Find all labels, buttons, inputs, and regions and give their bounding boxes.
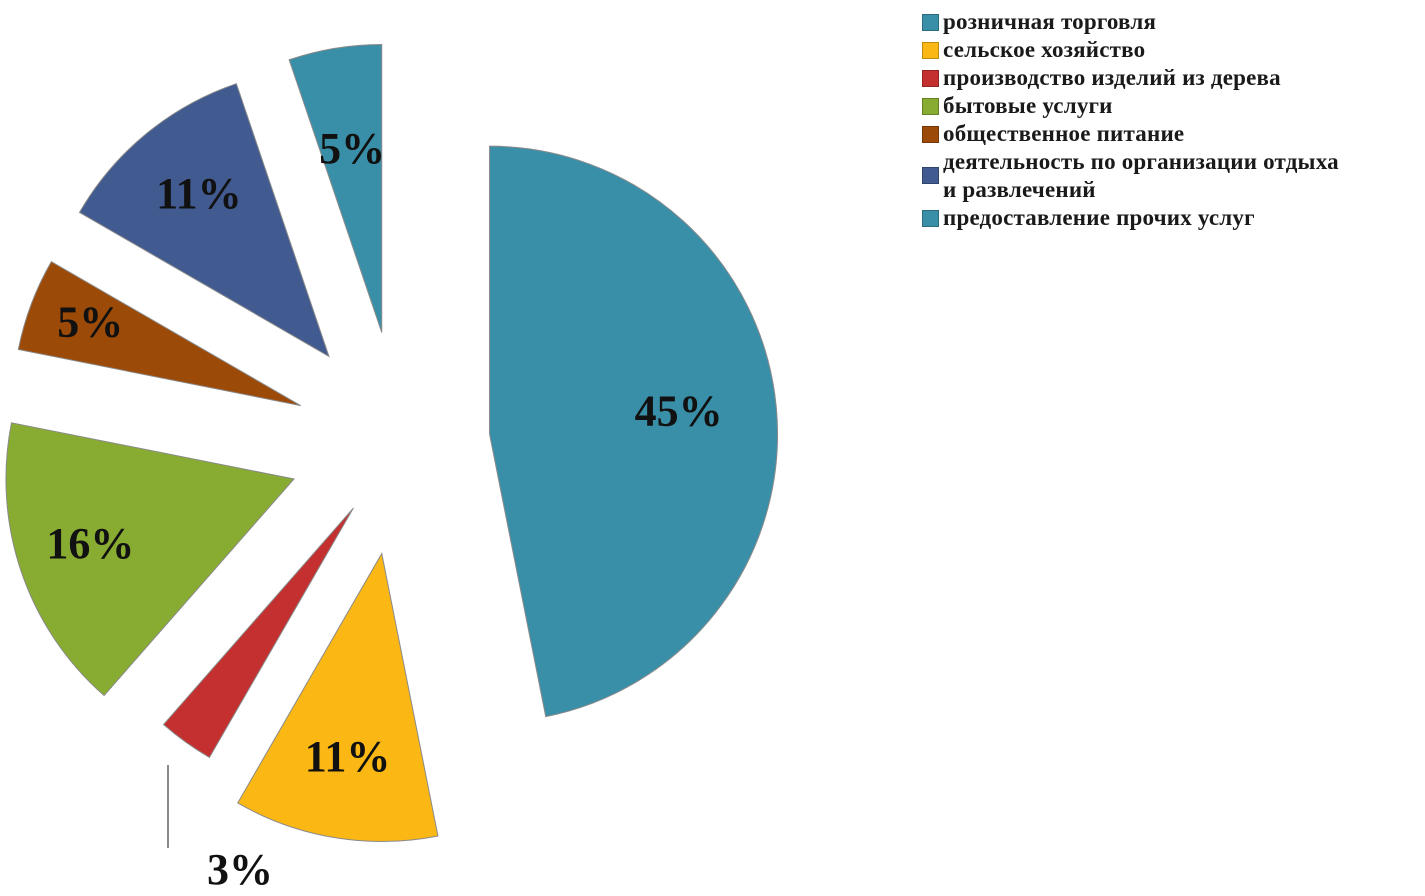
pie-slice-agriculture	[237, 552, 439, 843]
pie-slice-leisure	[78, 83, 330, 358]
data-label-leisure: 11%	[156, 169, 242, 218]
pie-slices	[5, 43, 779, 843]
pie-slice-household-services	[5, 422, 295, 697]
legend-label-other-services: предоставление прочих услуг	[943, 205, 1255, 230]
pie-slice-wood-products	[162, 507, 354, 759]
legend-item-agriculture: сельское хозяйство	[922, 36, 1422, 64]
legend-swatch-other-services	[922, 210, 939, 227]
legend-item-other-services: предоставление прочих услуг	[922, 204, 1422, 232]
legend-item-wood-products: производство изделий из дерева	[922, 64, 1422, 92]
legend-item-retail: розничная торговля	[922, 8, 1422, 36]
legend-item-leisure: деятельность по организации отдыха и раз…	[922, 148, 1422, 204]
legend: розничная торговля сельское хозяйство пр…	[922, 8, 1422, 232]
data-label-other-services: 5%	[319, 124, 385, 173]
legend-label-retail: розничная торговля	[943, 9, 1157, 34]
legend-label-catering: общественное питание	[943, 121, 1185, 146]
legend-item-catering: общественное питание	[922, 120, 1422, 148]
pie-slice-retail	[489, 145, 779, 718]
legend-label-household-services: бытовые услуги	[943, 93, 1113, 118]
legend-swatch-agriculture	[922, 42, 939, 59]
pie-slice-other-services	[288, 43, 383, 333]
legend-item-household-services: бытовые услуги	[922, 92, 1422, 120]
legend-swatch-leisure	[922, 167, 939, 184]
pie-data-labels: 45% 11% 3% 16% 5% 11% 5%	[46, 124, 722, 894]
legend-label-leisure-line2: и развлечений	[943, 177, 1096, 202]
data-label-retail: 45%	[635, 387, 723, 436]
legend-label-leisure: деятельность по организации отдыха и раз…	[943, 148, 1339, 204]
pie-slice-catering	[17, 260, 302, 407]
legend-swatch-household-services	[922, 98, 939, 115]
legend-label-leisure-line1: деятельность по организации отдыха	[943, 149, 1339, 174]
legend-label-agriculture: сельское хозяйство	[943, 37, 1146, 62]
legend-swatch-retail	[922, 14, 939, 31]
data-label-catering: 5%	[57, 297, 123, 346]
legend-swatch-catering	[922, 126, 939, 143]
data-label-agriculture: 11%	[305, 732, 391, 781]
data-label-household-services: 16%	[46, 519, 134, 568]
legend-label-wood-products: производство изделий из дерева	[943, 65, 1281, 90]
data-label-wood-products: 3%	[207, 845, 273, 894]
legend-swatch-wood-products	[922, 70, 939, 87]
